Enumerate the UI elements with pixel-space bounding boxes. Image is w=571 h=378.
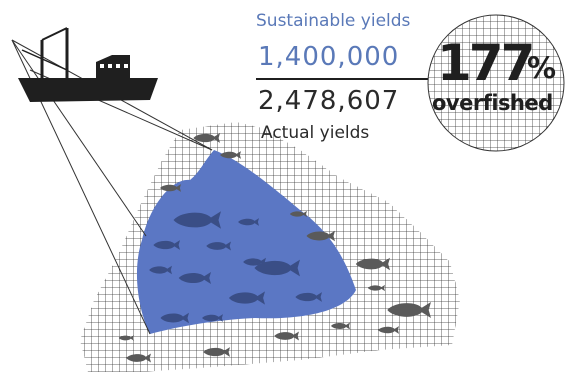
fish-icon (202, 314, 223, 322)
fish-icon (306, 230, 335, 242)
fishing-net-catch (136, 150, 356, 334)
fish-icon (206, 241, 231, 251)
fish-icon (331, 322, 350, 330)
fish-icon (153, 240, 180, 250)
fish-icon (378, 326, 399, 334)
fish-group (118, 133, 431, 363)
fish-icon (126, 353, 151, 363)
fish-icon (149, 265, 172, 275)
actual-yields-value: 2,478,607 (258, 86, 400, 116)
fish-icon (243, 257, 266, 267)
fishing-boat-icon (18, 27, 158, 102)
fish-icon (178, 272, 211, 284)
percent-sign: % (527, 51, 557, 85)
overfished-label: overfished (432, 91, 553, 115)
actual-yields-label: Actual yields (261, 123, 370, 143)
overfished-percent-number: 177 (437, 34, 535, 92)
fish-icon (193, 133, 220, 143)
fish-icon (118, 335, 134, 341)
sustainable-yields-value: 1,400,000 (258, 42, 400, 72)
fish-icon (160, 184, 181, 192)
fish-icon (220, 151, 241, 159)
fish-icon (274, 331, 299, 341)
fish-icon (228, 291, 265, 305)
fish-icon (367, 284, 385, 292)
fish-icon (387, 301, 431, 319)
overfished-badge (427, 14, 565, 152)
fish-icon (173, 211, 221, 229)
fish-icon (295, 292, 322, 302)
sustainable-yields-label: Sustainable yields (256, 11, 411, 31)
fish-icon (355, 257, 390, 271)
fish-icon (289, 210, 307, 218)
fish-icon (238, 218, 259, 226)
fish-icon (160, 312, 189, 324)
fish-icon (254, 259, 300, 277)
fish-icon (203, 347, 230, 357)
